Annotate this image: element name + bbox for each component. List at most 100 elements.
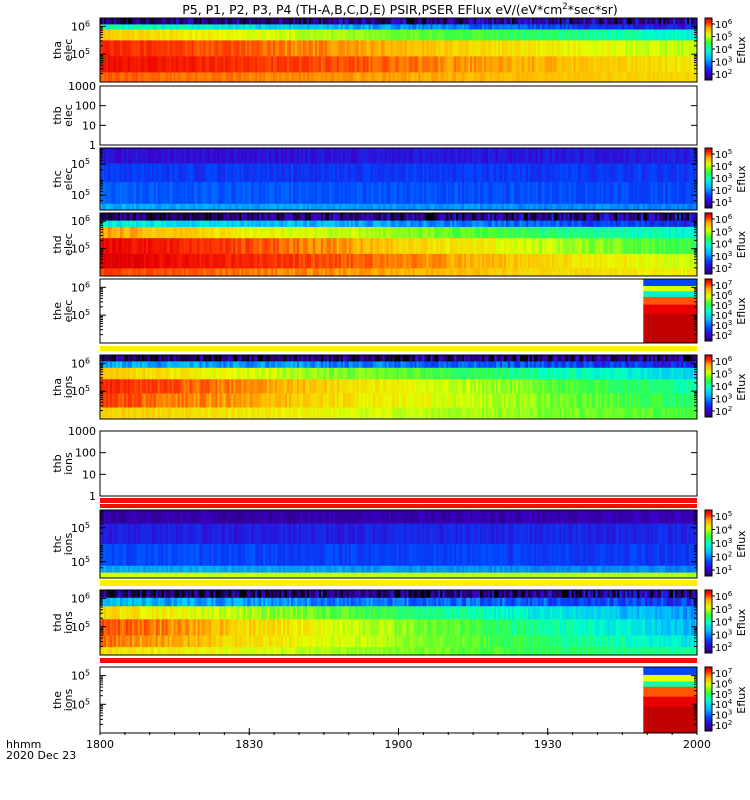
spectrogram-cell bbox=[253, 268, 256, 277]
spectrogram-cell bbox=[358, 40, 362, 57]
spectrogram-cell bbox=[384, 268, 388, 277]
spectrogram-cell bbox=[585, 72, 589, 83]
spectrogram-cell bbox=[107, 238, 111, 255]
spectrogram-cell bbox=[476, 163, 479, 183]
spectrogram-cell bbox=[416, 24, 419, 30]
spectrogram-cell bbox=[488, 203, 491, 211]
spectrogram-cell bbox=[633, 163, 636, 183]
spectrogram-cell bbox=[629, 18, 632, 25]
spectrogram-cell bbox=[505, 24, 509, 30]
spectrogram-cell bbox=[478, 203, 481, 211]
spectrogram-cell bbox=[155, 238, 159, 255]
spectrogram-cell bbox=[195, 163, 199, 183]
spectrogram-cell bbox=[263, 253, 266, 269]
spectrogram-cell bbox=[679, 253, 682, 269]
spectrogram-cell bbox=[428, 40, 431, 57]
spectrogram-cell bbox=[547, 226, 551, 239]
spectrogram-cell bbox=[521, 220, 525, 228]
spectrogram-cell bbox=[671, 253, 674, 269]
spectrogram-cell bbox=[283, 213, 286, 221]
spectrogram-cell bbox=[496, 163, 499, 183]
spectrogram-cell bbox=[529, 220, 533, 228]
spectrogram-cell bbox=[537, 148, 541, 164]
spectrogram-cell bbox=[595, 40, 599, 57]
spectrogram-cell bbox=[515, 72, 519, 83]
spectrogram-cell bbox=[450, 268, 453, 277]
spectrogram-cell bbox=[653, 18, 656, 25]
spectrogram-cell bbox=[398, 163, 402, 183]
spectrogram-cell bbox=[141, 40, 145, 57]
spectrogram-cell bbox=[125, 268, 129, 277]
spectrogram-cell bbox=[277, 148, 280, 164]
spectrogram-cell bbox=[655, 29, 658, 41]
spectrogram-cell bbox=[127, 268, 131, 277]
spectrogram-cell bbox=[509, 29, 513, 41]
spectrogram-cell bbox=[334, 238, 338, 255]
spectrogram-cell bbox=[265, 203, 268, 211]
spectrogram-cell bbox=[291, 40, 294, 57]
spectrogram-cell bbox=[133, 203, 137, 211]
spectrogram-cell bbox=[219, 24, 222, 30]
spectrogram-cell bbox=[537, 220, 541, 228]
spectrogram-cell bbox=[318, 40, 322, 57]
spectrogram-cell bbox=[557, 238, 561, 255]
spectrogram-cell bbox=[617, 253, 620, 269]
spectrogram-cell bbox=[446, 182, 449, 205]
spectrogram-cell bbox=[398, 72, 402, 83]
spectrogram-cell bbox=[197, 253, 201, 269]
spectrogram-cell bbox=[456, 213, 459, 221]
spectrogram-cell bbox=[306, 29, 310, 41]
spectrogram-cell bbox=[577, 24, 581, 30]
spectrogram-cell bbox=[135, 163, 139, 183]
spectrogram-cell bbox=[432, 182, 435, 205]
spectrogram-cell bbox=[312, 226, 316, 239]
spectrogram-cell bbox=[101, 182, 105, 205]
spectrogram-cell bbox=[227, 24, 230, 30]
spectrogram-cell bbox=[225, 182, 228, 205]
spectrogram-cell bbox=[179, 18, 183, 25]
spectrogram-cell bbox=[360, 253, 364, 269]
spectrogram-cell bbox=[583, 226, 587, 239]
spectrogram-cell bbox=[392, 253, 396, 269]
spectrogram-cell bbox=[201, 203, 205, 211]
spectrogram-cell bbox=[109, 163, 113, 183]
spectrogram-cell bbox=[509, 72, 513, 83]
spectrogram-cell bbox=[629, 253, 632, 269]
spectrogram-cell bbox=[151, 40, 155, 57]
spectrogram-cell bbox=[673, 72, 676, 83]
spectrogram-cell bbox=[352, 29, 356, 41]
spectrogram-cell bbox=[318, 72, 322, 83]
spectrogram-cell bbox=[480, 203, 483, 211]
spectrogram-cell bbox=[241, 148, 244, 164]
spectrogram-cell bbox=[293, 238, 296, 255]
spectrogram-cell bbox=[289, 18, 292, 25]
spectrogram-cell bbox=[478, 238, 481, 255]
spectrogram-cell bbox=[695, 268, 698, 277]
spectrogram-cell bbox=[299, 18, 302, 25]
spectrogram-cell bbox=[675, 29, 678, 41]
spectrogram-cell bbox=[352, 220, 356, 228]
spectrogram-cell bbox=[683, 226, 686, 239]
spectrogram-cell bbox=[615, 238, 618, 255]
spectrogram-cell bbox=[147, 163, 151, 183]
spectrogram-cell bbox=[438, 226, 441, 239]
spectrogram-cell bbox=[410, 182, 414, 205]
spectrogram-cell bbox=[330, 213, 334, 221]
spectrogram-cell bbox=[595, 18, 599, 25]
spectrogram-cell bbox=[490, 163, 493, 183]
spectrogram-cell bbox=[444, 148, 447, 164]
spectrogram-cell bbox=[241, 203, 244, 211]
spectrogram-cell bbox=[499, 40, 503, 57]
spectrogram-cell bbox=[531, 40, 535, 57]
spectrogram-cell bbox=[217, 163, 220, 183]
spectrogram-cell bbox=[448, 29, 451, 41]
spectrogram-cell bbox=[253, 163, 256, 183]
spectrogram-cell bbox=[587, 29, 591, 41]
spectrogram-cell bbox=[378, 182, 382, 205]
spectrogram-cell bbox=[352, 213, 356, 221]
spectrogram-cell bbox=[450, 29, 453, 41]
spectrogram-cell bbox=[328, 182, 332, 205]
spectrogram-cell bbox=[195, 253, 199, 269]
spectrogram-cell bbox=[396, 226, 400, 239]
spectrogram-cell bbox=[665, 24, 668, 30]
